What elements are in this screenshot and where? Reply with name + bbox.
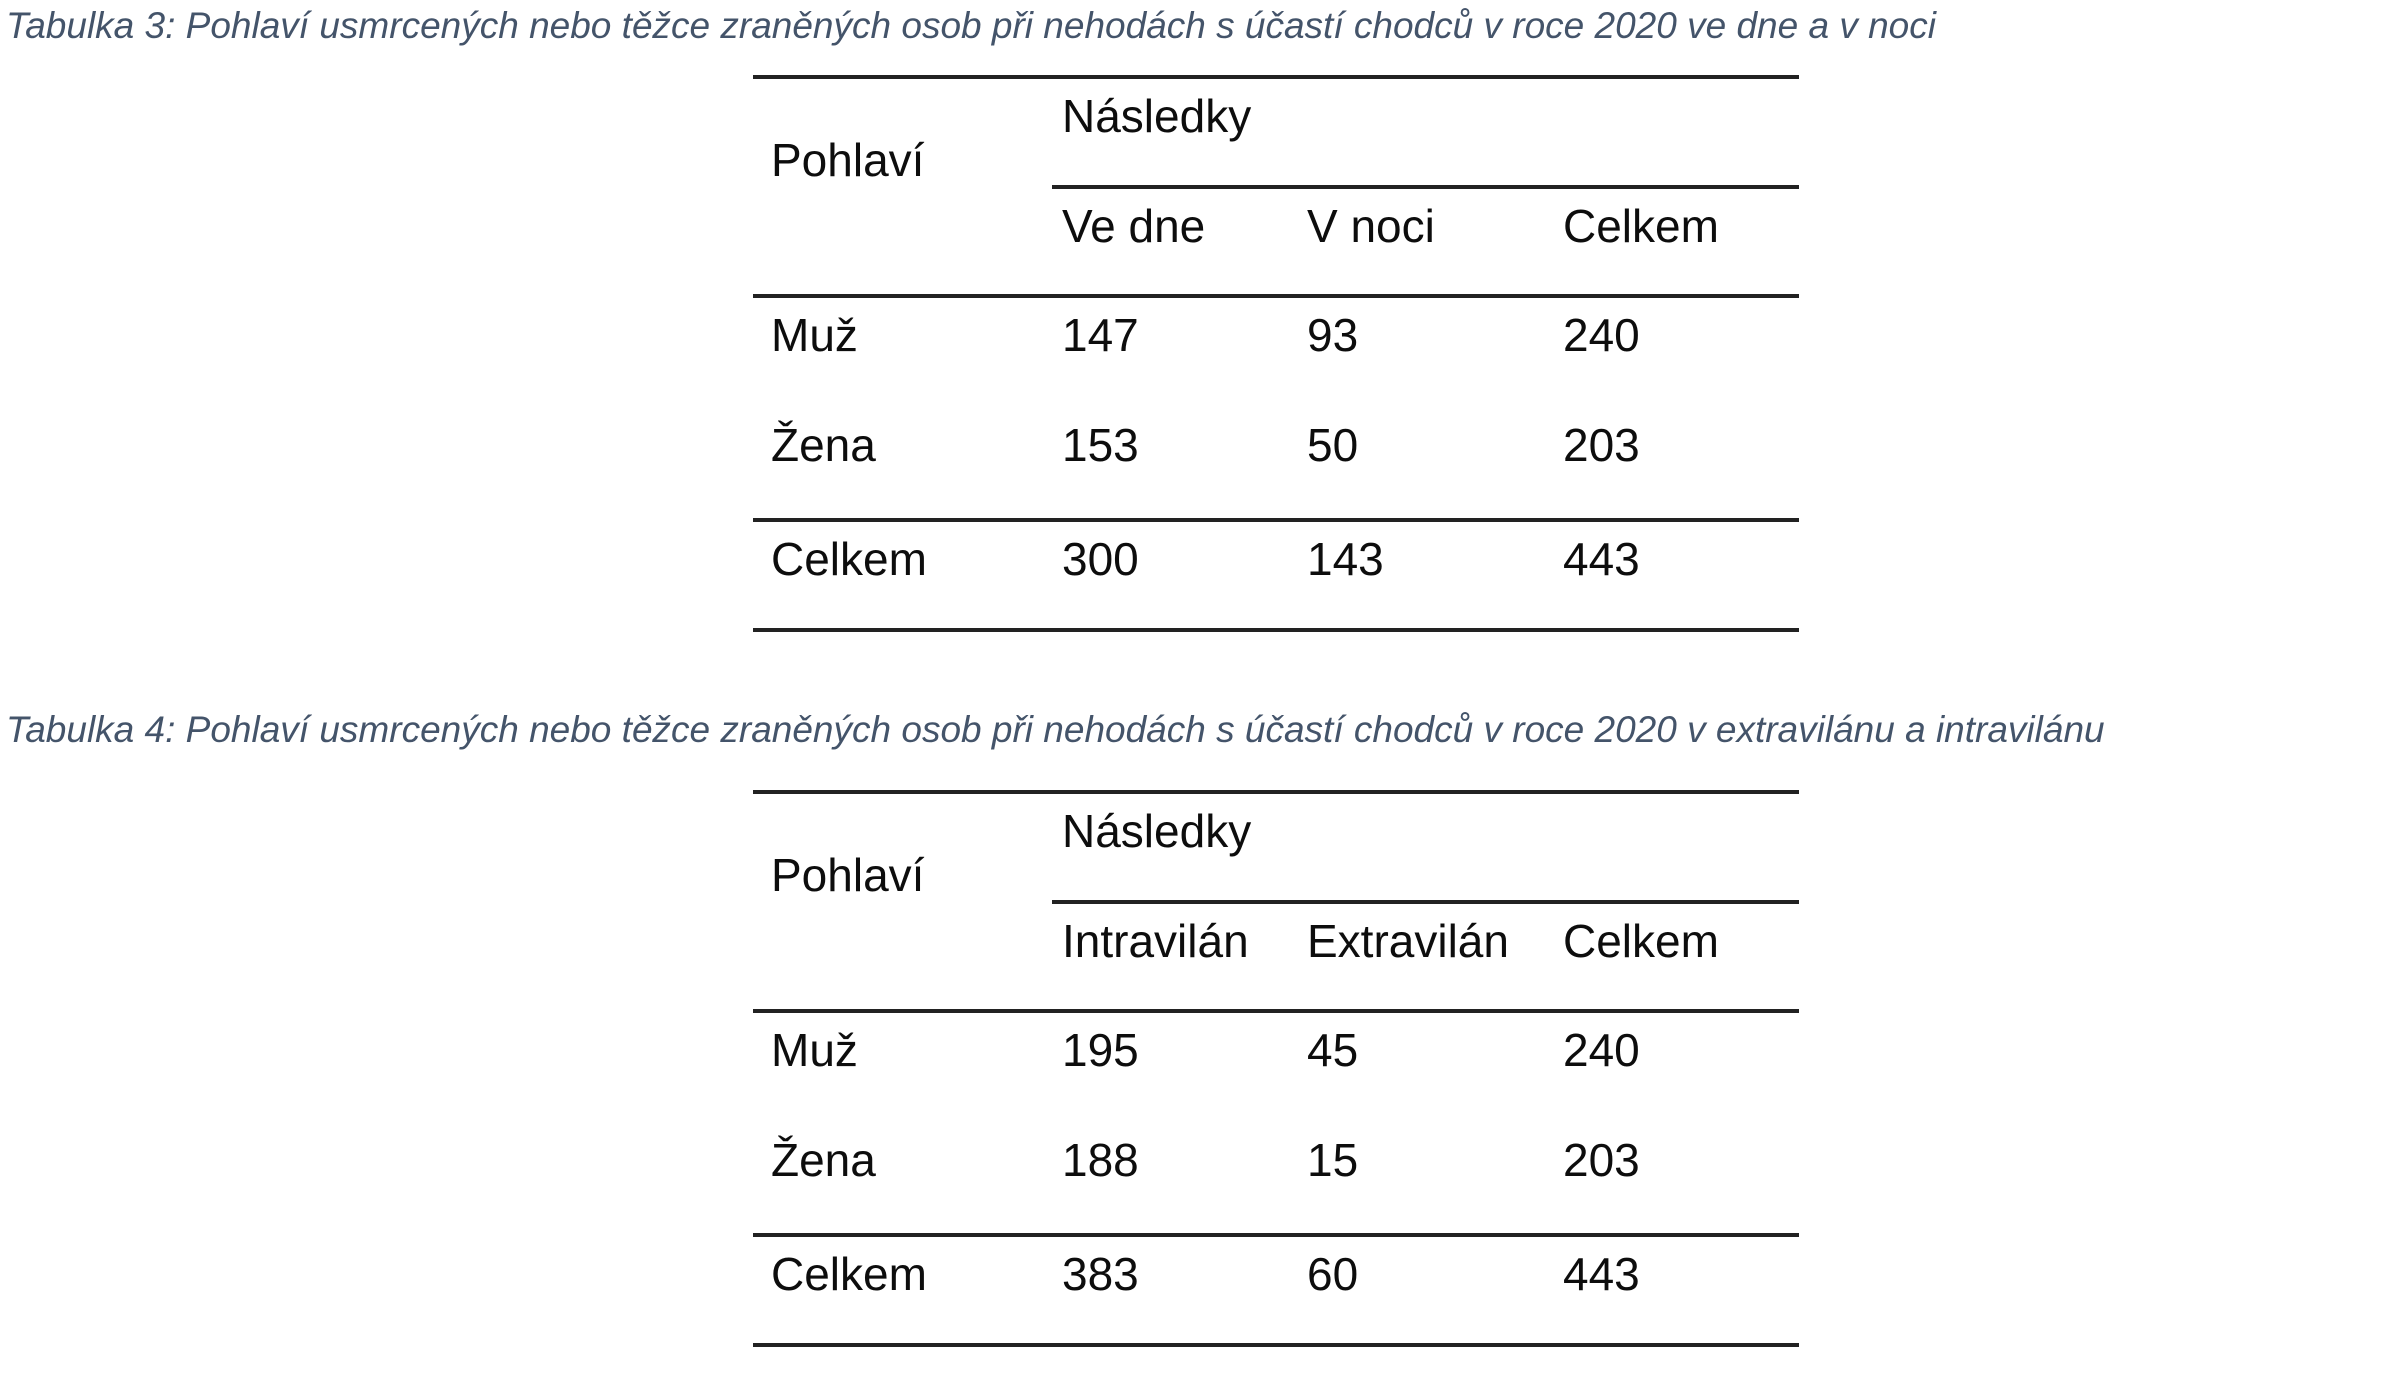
cell-value: 188 <box>1062 1134 1139 1186</box>
column-headers-row: Intravilán Extravilán Celkem <box>1052 904 1799 1009</box>
table4-caption: Tabulka 4: Pohlaví usmrcených nebo těžce… <box>6 709 2105 750</box>
column-header-celkem: Celkem <box>1563 915 1719 967</box>
column-header-v-noci: V noci <box>1307 200 1435 252</box>
cell-value: 443 <box>1563 533 1640 585</box>
table3-day-night: Pohlaví Následky Ve dne V noci Celkem Mu… <box>753 75 1799 632</box>
row-label: Celkem <box>771 533 927 585</box>
table-row-zena: Žena 153 50 203 <box>753 408 1799 518</box>
row-group-header: Pohlaví <box>771 849 925 901</box>
cell-value: 50 <box>1307 419 1359 471</box>
cell-value: 300 <box>1062 533 1139 585</box>
column-header-intravilan: Intravilán <box>1062 915 1249 967</box>
cell-value: 203 <box>1563 419 1640 471</box>
cell-value: 240 <box>1563 1024 1640 1076</box>
table3-header: Pohlaví Následky Ve dne V noci Celkem <box>753 79 1799 298</box>
cell-value: 93 <box>1307 309 1359 361</box>
cell-value: 60 <box>1307 1248 1359 1300</box>
column-group: Následky Ve dne V noci Celkem <box>1052 79 1799 294</box>
cell-value: 45 <box>1307 1024 1359 1076</box>
cell-value: 195 <box>1062 1024 1139 1076</box>
column-headers-row: Ve dne V noci Celkem <box>1052 189 1799 294</box>
table4-header: Pohlaví Následky Intravilán Extravilán C… <box>753 794 1799 1013</box>
table4-intravilan-extravilan: Pohlaví Následky Intravilán Extravilán C… <box>753 790 1799 1347</box>
cell-value: 147 <box>1062 309 1139 361</box>
column-header-extravilan: Extravilán <box>1307 915 1509 967</box>
table-row-muz: Muž 195 45 240 <box>753 1013 1799 1123</box>
table3-caption: Tabulka 3: Pohlaví usmrcených nebo těžce… <box>6 5 1936 46</box>
cell-value: 383 <box>1062 1248 1139 1300</box>
row-label: Muž <box>771 1024 858 1076</box>
row-label: Celkem <box>771 1248 927 1300</box>
table-row-total: Celkem 300 143 443 <box>753 518 1799 628</box>
cell-value: 240 <box>1563 309 1640 361</box>
table-row-total: Celkem 383 60 443 <box>753 1233 1799 1343</box>
column-header-celkem: Celkem <box>1563 200 1719 252</box>
table-row-zena: Žena 188 15 203 <box>753 1123 1799 1233</box>
table-row-muz: Muž 147 93 240 <box>753 298 1799 408</box>
column-group-label: Následky <box>1052 79 1799 189</box>
column-group-label: Následky <box>1052 794 1799 904</box>
cell-value: 143 <box>1307 533 1384 585</box>
row-label: Žena <box>771 419 876 471</box>
row-group-header: Pohlaví <box>771 134 925 186</box>
row-label: Žena <box>771 1134 876 1186</box>
column-header-ve-dne: Ve dne <box>1062 200 1206 252</box>
cell-value: 443 <box>1563 1248 1640 1300</box>
column-group: Následky Intravilán Extravilán Celkem <box>1052 794 1799 1009</box>
cell-value: 203 <box>1563 1134 1640 1186</box>
row-label: Muž <box>771 309 858 361</box>
cell-value: 153 <box>1062 419 1139 471</box>
cell-value: 15 <box>1307 1134 1359 1186</box>
